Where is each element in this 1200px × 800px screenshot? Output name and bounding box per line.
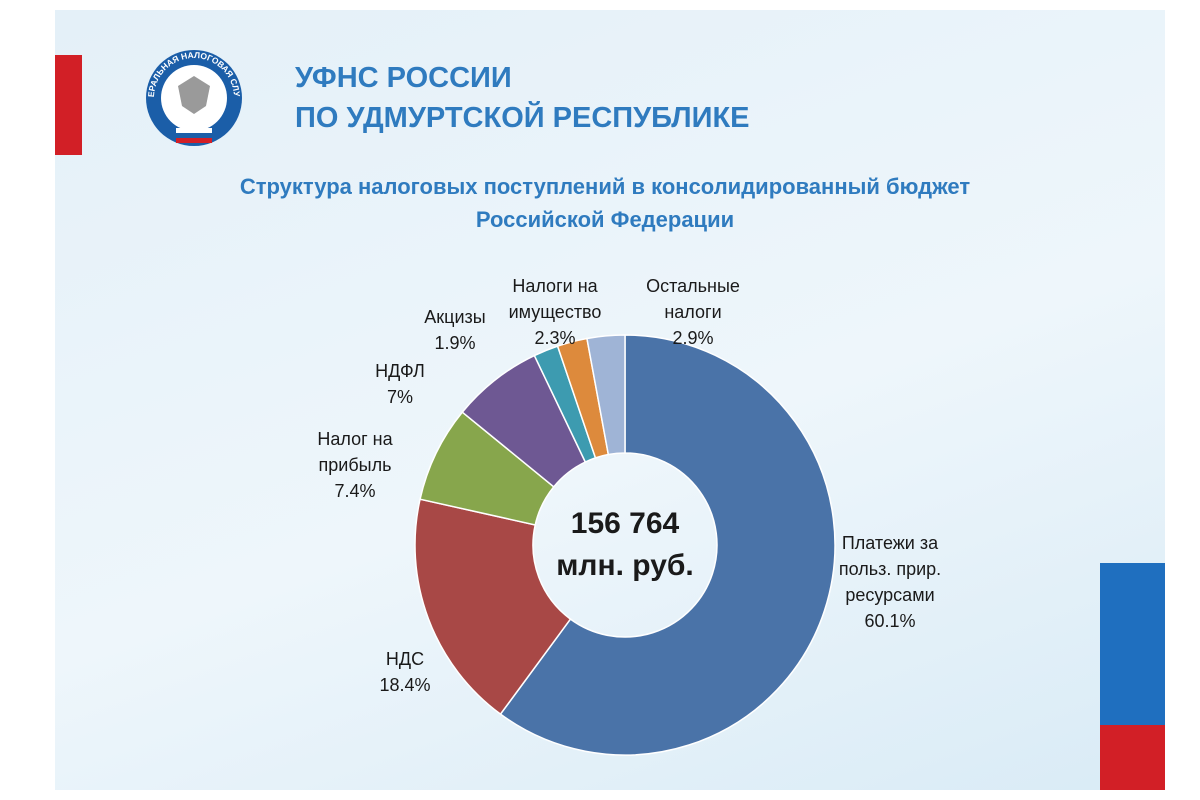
red-bar: [55, 55, 82, 155]
value-label: 7%: [386, 387, 414, 407]
donut-slice: [414, 498, 572, 716]
logo: ФЕДЕРАЛЬНАЯ НАЛОГОВАЯ СЛУЖБА: [0, 0, 242, 146]
center-label: 156 764 млн. руб.: [556, 507, 694, 582]
value-label: 1.9%: [434, 333, 476, 353]
category-label: Платежи за польз. прир. ресурсами: [838, 533, 942, 605]
value-label: 60.1%: [864, 611, 916, 631]
slice-label: Налог на прибыль 7.4%: [317, 426, 392, 504]
slice-label: Остальные налоги 2.9%: [646, 273, 740, 351]
category-label: НДФЛ: [375, 361, 425, 381]
slice-label: НДФЛ 7%: [375, 358, 425, 410]
donut-slice: [586, 334, 626, 456]
chart-title: Структура налоговых поступлений в консол…: [239, 174, 971, 232]
header-title: ПО УДМУРТСКОЙ РЕСПУБЛИКЕ: [295, 102, 750, 134]
category-label: Налоги на имущество: [508, 276, 602, 322]
value-label: 18.4%: [379, 675, 431, 695]
slice-label: НДС 18.4%: [379, 646, 430, 698]
category-label: Остальные налоги: [646, 276, 740, 322]
red-bar: [1100, 725, 1165, 790]
slice-label: Акцизы 1.9%: [424, 304, 485, 356]
value-label: 2.9%: [672, 328, 714, 348]
blue-bar: [1100, 563, 1165, 725]
value-label: 7.4%: [334, 481, 376, 501]
header-title: УФНС РОССИИ: [295, 62, 512, 94]
category-label: Налог на прибыль: [317, 429, 393, 475]
donut: [414, 334, 836, 756]
category-label: НДС: [385, 649, 425, 669]
value-label: 2.3%: [534, 328, 576, 348]
slice-label: Налоги на имущество 2.3%: [509, 273, 602, 351]
donut-slice: [499, 334, 836, 756]
category-label: Акцизы: [424, 307, 486, 327]
slice-label: Платежи за польз. прир. ресурсами 60.1%: [839, 530, 941, 634]
